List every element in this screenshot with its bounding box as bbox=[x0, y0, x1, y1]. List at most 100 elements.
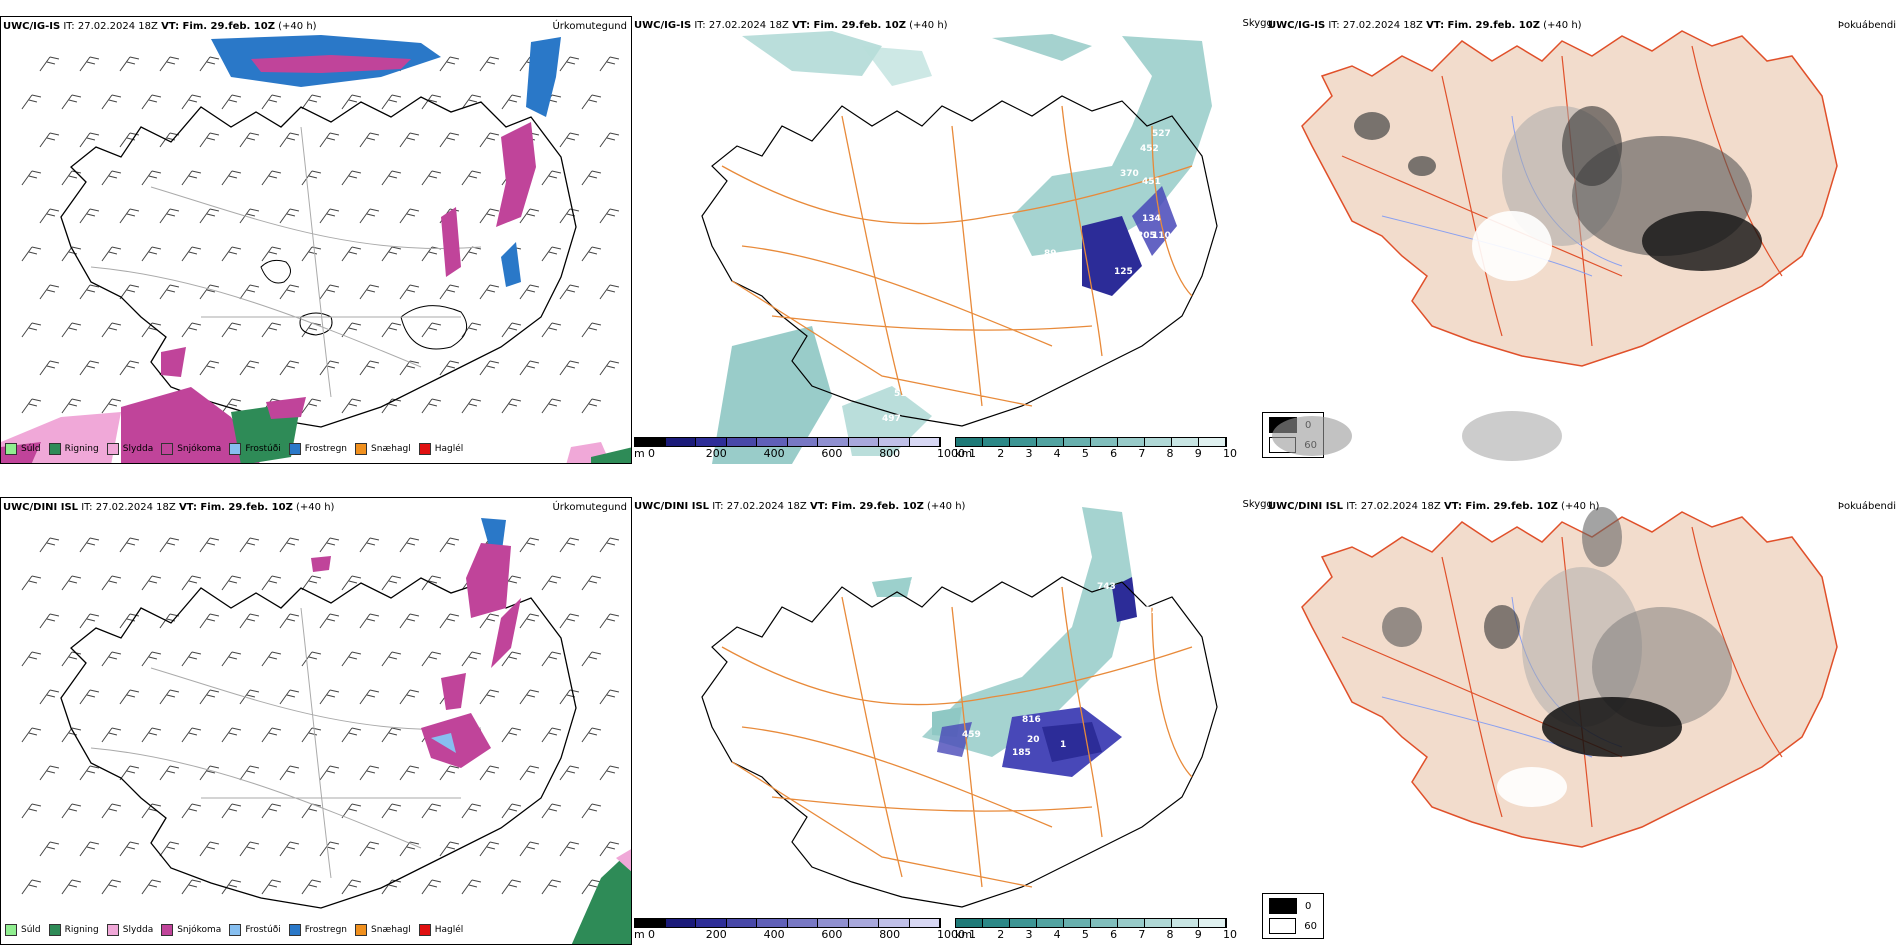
wind-barb bbox=[319, 537, 340, 553]
wind-barb bbox=[21, 727, 42, 743]
legend-item: Frostúði bbox=[229, 924, 281, 936]
wind-barb bbox=[119, 613, 140, 629]
wind-barb bbox=[359, 208, 380, 224]
wind-barb bbox=[479, 613, 500, 629]
wind-barb bbox=[421, 879, 442, 895]
visibility-value: 370 bbox=[1120, 169, 1139, 179]
wind-barb bbox=[181, 879, 202, 895]
wind-barb bbox=[239, 689, 260, 705]
scale-tick: 2 bbox=[997, 928, 1005, 941]
wind-barb bbox=[79, 765, 100, 781]
scale-segment bbox=[909, 919, 940, 927]
wind-barb bbox=[221, 651, 242, 667]
scale-segment bbox=[1199, 438, 1226, 446]
scale-tick: 3 bbox=[1025, 928, 1033, 941]
wind-barb bbox=[119, 689, 140, 705]
scale-segment bbox=[726, 919, 757, 927]
wind-barb bbox=[181, 94, 202, 110]
wind-barb bbox=[581, 322, 602, 338]
scale-segment bbox=[696, 919, 727, 927]
wind-barb bbox=[61, 575, 82, 591]
wind-barb bbox=[39, 689, 60, 705]
legend-swatch bbox=[5, 443, 17, 455]
visibility-value: 577 bbox=[1144, 606, 1163, 616]
wind-barb bbox=[61, 727, 82, 743]
scale-tick: 1000 bbox=[937, 447, 965, 460]
wind-barb bbox=[501, 803, 522, 819]
wind-barb bbox=[61, 94, 82, 110]
wind-barb bbox=[119, 841, 140, 857]
scale-tick: 6 bbox=[1110, 928, 1118, 941]
wind-barb bbox=[79, 537, 100, 553]
field-label: Þokuábendi bbox=[1837, 20, 1896, 31]
wind-barb bbox=[199, 613, 220, 629]
wind-barb bbox=[101, 170, 122, 186]
legend-label: Frostúði bbox=[245, 925, 281, 935]
wind-barb bbox=[21, 879, 42, 895]
wind-barb bbox=[79, 56, 100, 72]
visibility-value: 134 bbox=[1144, 730, 1163, 740]
wind-barb bbox=[599, 765, 620, 781]
field-label: Úrkomutegund bbox=[552, 502, 627, 513]
wind-barb bbox=[461, 879, 482, 895]
scale-segment bbox=[787, 919, 818, 927]
wind-barb bbox=[279, 284, 300, 300]
wind-barb bbox=[341, 170, 362, 186]
scale-segment bbox=[879, 919, 910, 927]
visibility-map-graphic: 27 743 577 301 18 816 459 20 185 1 118 134 bbox=[701, 507, 1218, 908]
visibility-value: 125 bbox=[1114, 267, 1133, 277]
iceland-coastline bbox=[701, 576, 1218, 908]
scale-tick: 3 bbox=[1025, 447, 1033, 460]
wind-barb bbox=[101, 246, 122, 262]
wind-barb bbox=[319, 765, 340, 781]
wind-barb bbox=[381, 651, 402, 667]
wind-barb bbox=[381, 727, 402, 743]
visibility-value: 459 bbox=[962, 730, 981, 740]
scale-segment bbox=[848, 919, 879, 927]
fog-map-graphic bbox=[1272, 30, 1838, 461]
wind-barb bbox=[279, 613, 300, 629]
wind-barb bbox=[559, 360, 580, 376]
wind-barb bbox=[199, 841, 220, 857]
scale-segment bbox=[757, 438, 788, 446]
wind-barb bbox=[279, 208, 300, 224]
wind-barb bbox=[381, 94, 402, 110]
wind-barb bbox=[461, 170, 482, 186]
wind-barb bbox=[101, 94, 122, 110]
scale-segment bbox=[983, 438, 1010, 446]
wind-barb bbox=[21, 322, 42, 338]
legend-label: Frostregn bbox=[304, 444, 348, 454]
scale-tick: 1000 bbox=[937, 928, 965, 941]
wind-barb bbox=[301, 575, 322, 591]
wind-barb bbox=[181, 246, 202, 262]
visibility-value: 816 bbox=[1022, 715, 1041, 725]
field-label: Úrkomutegund bbox=[552, 21, 627, 32]
legend-label: Slydda bbox=[122, 925, 154, 935]
legend-label: Frostúði bbox=[245, 444, 281, 454]
wind-barb bbox=[21, 803, 42, 819]
visibility-value: 20 bbox=[1027, 735, 1040, 745]
wind-barb bbox=[541, 727, 562, 743]
wind-barb bbox=[319, 689, 340, 705]
scale-tick: 9 bbox=[1194, 928, 1202, 941]
wind-barb bbox=[21, 246, 42, 262]
visibility-value: 27 bbox=[910, 575, 923, 585]
legend-swatch bbox=[355, 924, 368, 936]
visibility-value: 272 bbox=[1062, 264, 1081, 274]
scale-unit: m bbox=[634, 447, 645, 460]
legend-swatch bbox=[161, 924, 174, 936]
field-label: Skyggni bbox=[1242, 499, 1272, 510]
wind-barb bbox=[541, 170, 562, 186]
wind-barb bbox=[559, 132, 580, 148]
visibility-map-igis: 527 452 370 451 134 205 110 89 272 125 512 497 UWC/… bbox=[632, 16, 1272, 464]
scale-tick: 400 bbox=[763, 928, 785, 941]
wind-barb bbox=[519, 765, 540, 781]
wind-barb bbox=[581, 651, 602, 667]
wind-barb bbox=[399, 284, 420, 300]
legend-swatch bbox=[288, 924, 301, 936]
wind-barb bbox=[341, 879, 362, 895]
fog-swatch bbox=[1269, 918, 1297, 934]
wind-barb bbox=[341, 803, 362, 819]
wind-barb bbox=[119, 132, 140, 148]
